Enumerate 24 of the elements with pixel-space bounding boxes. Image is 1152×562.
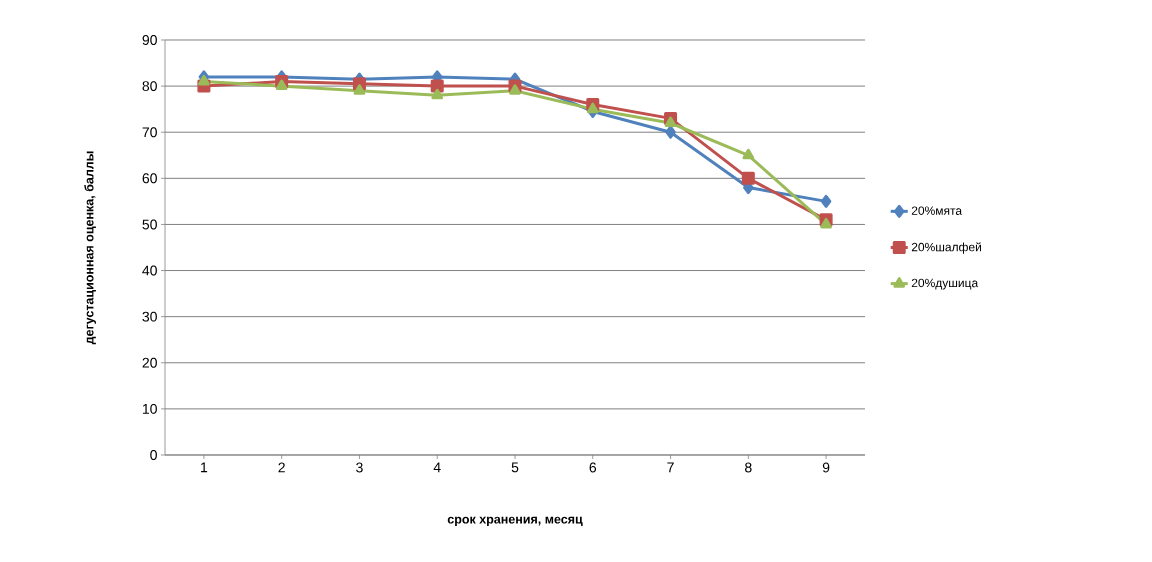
x-tick-label: 9 bbox=[822, 462, 830, 473]
y-tick-label: 30 bbox=[142, 311, 157, 322]
x-tick-label: 2 bbox=[278, 462, 285, 473]
x-tick-label: 4 bbox=[433, 462, 441, 473]
x-tick-label: 7 bbox=[667, 462, 674, 473]
y-tick-label: 40 bbox=[142, 265, 157, 276]
legend-label: 20%шалфей bbox=[911, 242, 981, 254]
x-tick-label: 6 bbox=[589, 462, 597, 473]
y-tick-label: 0 bbox=[150, 450, 157, 460]
x-tick-label: 1 bbox=[201, 462, 208, 473]
y-tick-label: 90 bbox=[142, 35, 157, 45]
y-tick-label: 20 bbox=[142, 357, 157, 368]
y-tick-label: 70 bbox=[142, 127, 157, 138]
x-tick-label: 5 bbox=[511, 462, 519, 473]
legend-label: 20%мята bbox=[911, 206, 963, 215]
legend-label: 20%душица bbox=[911, 278, 979, 290]
y-axis-title: дегустационная оценка, баллы bbox=[84, 151, 96, 345]
x-tick-label: 3 bbox=[356, 462, 363, 473]
x-tick-label: 8 bbox=[745, 462, 752, 473]
x-axis-title: срок хранения, месяц bbox=[447, 516, 583, 527]
y-tick-label: 10 bbox=[142, 403, 157, 414]
y-tick-label: 60 bbox=[142, 173, 157, 184]
y-tick-label: 50 bbox=[142, 219, 157, 230]
y-tick-label: 80 bbox=[142, 81, 157, 92]
